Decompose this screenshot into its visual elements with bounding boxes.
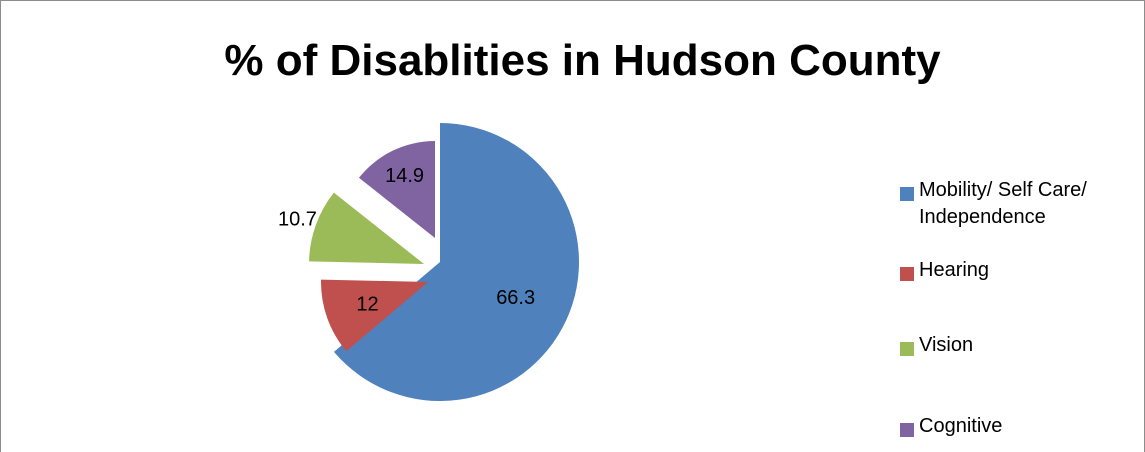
legend-swatch-mobility (900, 187, 914, 201)
frame-border-top (0, 0, 1145, 1)
legend-item-cognitive: Cognitive (900, 415, 1130, 446)
legend-swatch-vision (900, 342, 914, 356)
pie-slice-mobility (333, 123, 579, 401)
legend-swatch-cognitive (900, 423, 914, 437)
legend-label-mobility: Mobility/ Self Care/ Independence (919, 179, 1087, 228)
data-label-hearing: 12 (356, 293, 378, 315)
frame-border-left (0, 0, 1, 452)
data-label-mobility: 66.3 (496, 287, 535, 309)
pie-slice-vision (309, 192, 424, 264)
pie-slice-hearing (321, 279, 428, 352)
legend-item-hearing: Hearing (900, 259, 1130, 290)
chart-title: % of Disablities in Hudson County (224, 36, 941, 85)
legend-label-vision: Vision (919, 334, 974, 356)
legend-item-mobility: Mobility/ Self Care/ Independence (900, 179, 1130, 240)
data-label-vision: 10.7 (278, 208, 317, 230)
data-label-cognitive: 14.9 (385, 165, 424, 187)
legend-label-hearing: Hearing (919, 259, 990, 281)
pie-slice-cognitive (358, 141, 435, 238)
legend-label-cognitive: Cognitive (919, 415, 1003, 437)
legend-swatch-hearing (900, 267, 914, 281)
legend-item-vision: Vision (900, 334, 1130, 365)
